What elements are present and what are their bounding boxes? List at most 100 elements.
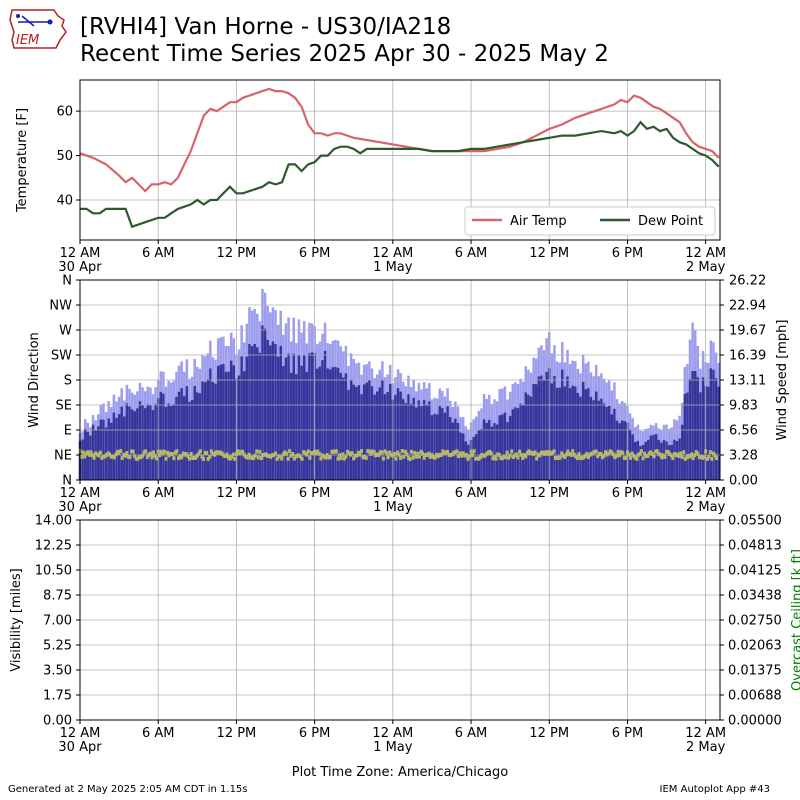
wind-speed-bar (501, 414, 504, 480)
wind-direction-point (397, 452, 401, 457)
wind-direction-point (159, 449, 163, 454)
wind-direction-point (524, 454, 528, 459)
wind-direction-point (582, 455, 586, 460)
wind-direction-point (491, 456, 495, 461)
wind-direction-point (342, 456, 346, 461)
wind-speed-bar (180, 388, 183, 480)
wind-direction-point (256, 455, 260, 460)
wind-speed-bar (245, 356, 249, 480)
wind-direction-point (541, 450, 545, 455)
x-tick-label: 6 PM (612, 726, 643, 741)
wind-direction-point (574, 454, 578, 459)
wind-direction-point (347, 451, 351, 456)
wind-speed-bar (527, 394, 530, 480)
wind-direction-point (417, 454, 421, 459)
wind-direction-point (391, 453, 395, 458)
wind-direction-point (234, 451, 238, 456)
wind-direction-point (245, 455, 249, 460)
wind-direction-point (189, 451, 193, 456)
ceiling-tick-label: 0.02750 (728, 614, 782, 629)
wind-direction-point (629, 455, 633, 460)
x-tick-label: 12 PM (529, 246, 569, 261)
wind-direction-point (266, 454, 270, 459)
wind-direction-point (331, 449, 335, 454)
wind-direction-point (571, 449, 575, 454)
wind-direction-label: Wind Direction (27, 332, 42, 428)
wind-direction-point (89, 450, 93, 455)
wind-direction-point (503, 455, 507, 460)
wind-speed-bar (167, 403, 170, 480)
wind-direction-point (499, 456, 503, 461)
wind-speed-bar (263, 328, 267, 480)
ceiling-y-label: Overcast Ceiling [k ft] (790, 549, 800, 691)
wind-direction-point (457, 454, 461, 459)
wind-speed-bar (430, 415, 434, 480)
wind-direction-point (589, 451, 593, 456)
wind-direction-point (557, 455, 561, 460)
x-tick-label: 12 PM (217, 246, 257, 261)
wind-speed-bar (680, 424, 684, 480)
wind-speed-bar (110, 422, 113, 480)
ceiling-tick-label: 0.03438 (728, 589, 782, 604)
wind-direction-point (385, 451, 389, 456)
wind-speed-bar (250, 346, 254, 480)
wind-direction-point (657, 451, 661, 456)
wind-direction-point (652, 454, 656, 459)
wind-direction-point (137, 455, 141, 460)
wind-direction-point (350, 451, 354, 456)
wind-direction-point (181, 451, 185, 456)
wind-direction-point (416, 451, 420, 456)
wind-speed-bar (102, 419, 105, 480)
visibility-tick-label: 12.25 (35, 539, 72, 554)
wind-speed-bar (660, 442, 663, 480)
wind-speed-bar (190, 400, 194, 480)
wind-direction-point (600, 455, 604, 460)
wind-direction-point (275, 456, 279, 461)
wind-speed-bar (623, 421, 627, 480)
wind-direction-point (661, 453, 665, 458)
visibility-ticks: 0.00 1.75 3.50 5.25 7.00 8.75 10.50 12.25 14.00 (35, 514, 80, 729)
wind-speed-bar (464, 441, 468, 480)
wind-speed-bar (295, 374, 298, 480)
wind-speed-bar (362, 384, 366, 480)
wind-direction-point (439, 452, 443, 457)
wind-speed-label: Wind Speed [mph] (775, 320, 790, 441)
x-tick-label: 12 PM (217, 486, 257, 501)
wind-speed-bar (649, 435, 653, 480)
wind-direction-point (248, 455, 252, 460)
wind-direction-point (505, 450, 509, 455)
wind-direction-point (496, 452, 500, 457)
x-tick-label: 6 PM (299, 726, 330, 741)
wind-direction-point (84, 451, 88, 456)
wind-speed-bar (508, 415, 512, 480)
wind-direction-point (305, 452, 309, 457)
wind-direction-point (335, 449, 339, 454)
wind-direction-point (381, 456, 385, 461)
wind-direction-point (467, 454, 471, 459)
wind-direction-point (105, 452, 109, 457)
wind-speed-bar (709, 368, 713, 480)
wind-direction-point (83, 454, 87, 459)
wind-direction-point (469, 449, 473, 454)
wind-speed-bar (258, 352, 262, 480)
wind-direction-point (450, 452, 454, 457)
visibility-tick-label: 10.50 (35, 564, 72, 579)
wind-direction-point (383, 449, 387, 454)
wind-direction-point (183, 452, 187, 457)
wind-speed-bar (514, 407, 517, 480)
wind-direction-point (299, 454, 303, 459)
wind-direction-point (211, 451, 215, 456)
wind-direction-point (521, 456, 525, 460)
x-tick-label: 12 AM (60, 246, 101, 261)
ceiling-tick-label: 0.02063 (728, 639, 782, 654)
wind-speed-bar (321, 360, 324, 480)
wind-direction-point (632, 453, 636, 458)
wind-direction-point (239, 450, 243, 455)
legend-box (464, 206, 716, 236)
visibility-tick-label: 8.75 (43, 589, 72, 604)
wind-speed-bar (467, 444, 470, 480)
wind-speed-bar (183, 396, 186, 480)
